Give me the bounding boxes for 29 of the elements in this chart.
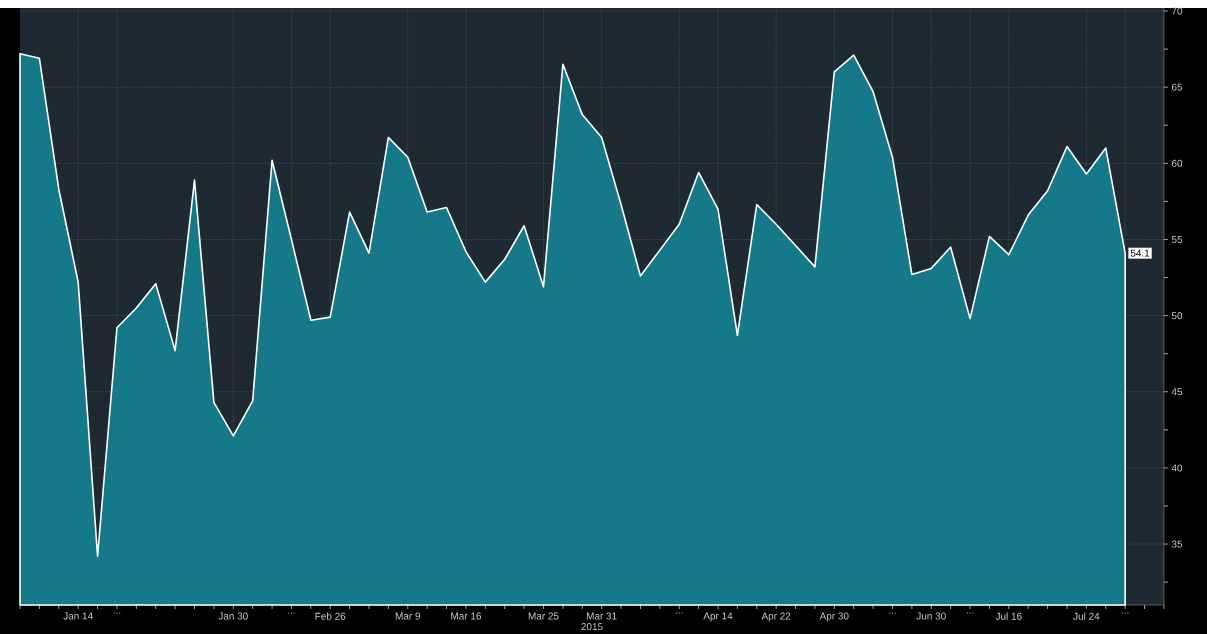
x-tick-label: Mar 16 [451,612,481,620]
y-tick-label: 65 [1171,83,1183,91]
x-axis-title: 2015 [581,623,603,631]
x-tick-label: Apr 22 [761,612,791,622]
y-tick-label: 35 [1171,540,1183,548]
y-tick-label: 70 [1171,7,1183,15]
x-tick-label: ... [966,612,974,614]
x-tick-label: ... [889,612,896,614]
data-label: 54.1 [1130,249,1150,257]
y-tick-label: 50 [1171,312,1183,320]
x-tick-label: Jun 30 [916,612,946,620]
x-tick-label: ... [1121,612,1129,614]
y-tick-label: 60 [1171,159,1183,167]
y-tick-label: 55 [1171,235,1183,243]
x-tick-label: Jul 24 [1073,612,1100,620]
x-tick-label: Jul 16 [995,612,1022,620]
x-tick-label: Apr 30 [819,612,849,622]
y-tick-label: 45 [1171,388,1183,396]
y-tick-label: 40 [1171,464,1183,472]
x-tick-label: Mar 31 [586,612,617,620]
x-tick-label: ... [288,612,295,614]
x-tick-label: Jan 14 [63,612,93,620]
x-tick-label: Apr 14 [703,612,733,622]
x-tick-label: ... [675,612,683,614]
x-tick-label: Jan 30 [218,612,248,620]
x-tick-label: Mar 9 [395,612,421,620]
x-tick-label: Feb 26 [315,612,346,620]
x-tick-label: Mar 25 [528,612,559,620]
x-tick-label: ... [113,612,121,614]
